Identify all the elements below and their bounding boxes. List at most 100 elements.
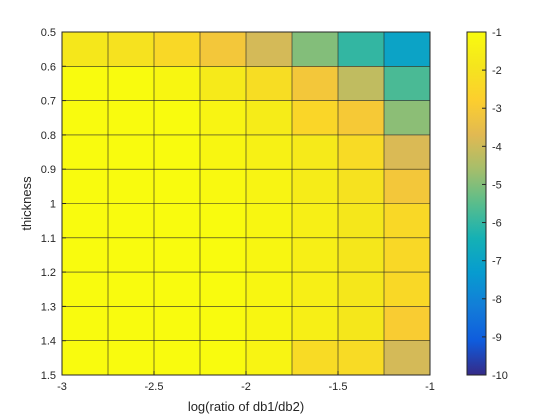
- colorbar-tick-label: -7: [492, 256, 502, 268]
- heatmap-cell: [338, 340, 384, 375]
- heatmap-cell: [292, 66, 338, 101]
- heatmap-cell: [200, 306, 246, 341]
- heatmap-cell: [200, 169, 246, 204]
- y-tick-label: 0.7: [41, 96, 56, 108]
- heatmap-cell: [108, 272, 154, 307]
- heatmap-cell: [338, 272, 384, 307]
- y-tick-label: 0.6: [41, 61, 56, 73]
- heatmap-cell: [154, 203, 200, 238]
- heatmap-cell: [154, 169, 200, 204]
- colorbar: [466, 31, 487, 376]
- heatmap-cell: [292, 203, 338, 238]
- colorbar-ticks: -1 -2 -3 -4 -5 -6 -7 -8 -9 -10: [482, 27, 508, 382]
- heatmap-cell: [384, 134, 430, 170]
- heatmap-cell: [108, 134, 154, 170]
- heatmap-cell: [246, 66, 292, 101]
- heatmap-cell: [200, 100, 246, 135]
- heatmap-cell: [154, 66, 200, 101]
- y-tick-label: 0.9: [41, 164, 56, 176]
- heatmap-cell: [108, 340, 154, 375]
- y-axis-label: thickness: [19, 176, 34, 231]
- heatmap-cell: [62, 32, 108, 67]
- colorbar-tick-label: -4: [492, 141, 502, 153]
- heatmap-cell: [62, 272, 108, 307]
- colorbar-tick-label: -5: [492, 179, 502, 191]
- x-tick-label: -2.5: [145, 381, 164, 393]
- heatmap-cell: [338, 134, 384, 170]
- heatmap-cell: [62, 203, 108, 238]
- y-tick-label: 1: [50, 199, 56, 211]
- heatmap-cell: [62, 134, 108, 170]
- heatmap-cells: [62, 32, 430, 375]
- heatmap-cell: [246, 203, 292, 238]
- heatmap-cell: [246, 272, 292, 307]
- heatmap-cell: [292, 237, 338, 273]
- heatmap-cell: [200, 66, 246, 101]
- y-tick-label: 0.8: [41, 130, 56, 142]
- heatmap-cell: [384, 272, 430, 307]
- colorbar-tick-label: -8: [492, 294, 502, 306]
- heatmap-cell: [62, 340, 108, 375]
- heatmap-cell: [108, 237, 154, 273]
- heatmap-cell: [292, 306, 338, 341]
- y-tick-label: 0.5: [41, 27, 56, 39]
- heatmap-cell: [384, 340, 430, 375]
- heatmap-cell: [154, 306, 200, 341]
- heatmap-cell: [200, 272, 246, 307]
- heatmap-cell: [338, 306, 384, 341]
- x-tick-label: -2: [241, 381, 251, 393]
- heatmap-cell: [200, 237, 246, 273]
- heatmap-cell: [62, 66, 108, 101]
- colorbar-tick-label: -10: [492, 370, 508, 382]
- heatmap-cell: [246, 306, 292, 341]
- heatmap-cell: [154, 134, 200, 170]
- heatmap-cell: [246, 134, 292, 170]
- heatmap-cell: [292, 169, 338, 204]
- heatmap-cell: [154, 100, 200, 135]
- heatmap-cell: [338, 66, 384, 101]
- heatmap-cell: [62, 169, 108, 204]
- heatmap-cell: [62, 237, 108, 273]
- heatmap-cell: [200, 340, 246, 375]
- x-tick-label: -3: [57, 381, 67, 393]
- heatmap-cell: [338, 237, 384, 273]
- colorbar-tick-label: -3: [492, 103, 502, 115]
- y-tick-label: 1.2: [41, 267, 56, 279]
- heatmap-cell: [108, 169, 154, 204]
- x-tick-label: -1.5: [329, 381, 348, 393]
- heatmap-cell: [338, 203, 384, 238]
- heatmap-cell: [154, 237, 200, 273]
- colorbar-tick-label: -9: [492, 332, 502, 344]
- heatmap-cell: [384, 203, 430, 238]
- y-axis: 0.5 0.6 0.7 0.8 0.9 1 1.1 1.2 1.3 1.4 1.5: [41, 27, 66, 382]
- heatmap-cell: [62, 100, 108, 135]
- heatmap-cell: [200, 134, 246, 170]
- heatmap-cell: [384, 100, 430, 135]
- heatmap-cell: [246, 32, 292, 67]
- heatmap-cell: [200, 32, 246, 67]
- y-tick-label: 1.5: [41, 370, 56, 382]
- grid-lines: [62, 32, 430, 375]
- heatmap-cell: [384, 237, 430, 273]
- heatmap-cell: [108, 66, 154, 101]
- x-tick-label: -1: [425, 381, 435, 393]
- heatmap-cell: [246, 100, 292, 135]
- heatmap-cell: [154, 32, 200, 67]
- heatmap-cell: [338, 100, 384, 135]
- heatmap-cell: [338, 169, 384, 204]
- heatmap-cell: [154, 272, 200, 307]
- colorbar-tick-label: -6: [492, 218, 502, 230]
- y-tick-label: 1.1: [41, 233, 56, 245]
- colorbar-tick-label: -1: [492, 27, 502, 39]
- heatmap-cell: [200, 203, 246, 238]
- y-tick-label: 1.3: [41, 301, 56, 313]
- heatmap-cell: [384, 66, 430, 101]
- heatmap-cell: [292, 272, 338, 307]
- y-tick-label: 1.4: [41, 336, 56, 348]
- heatmap-cell: [292, 100, 338, 135]
- heatmap-cell: [384, 32, 430, 67]
- heatmap-cell: [108, 203, 154, 238]
- colorbar-tick-label: -2: [492, 65, 502, 77]
- heatmap-cell: [62, 306, 108, 341]
